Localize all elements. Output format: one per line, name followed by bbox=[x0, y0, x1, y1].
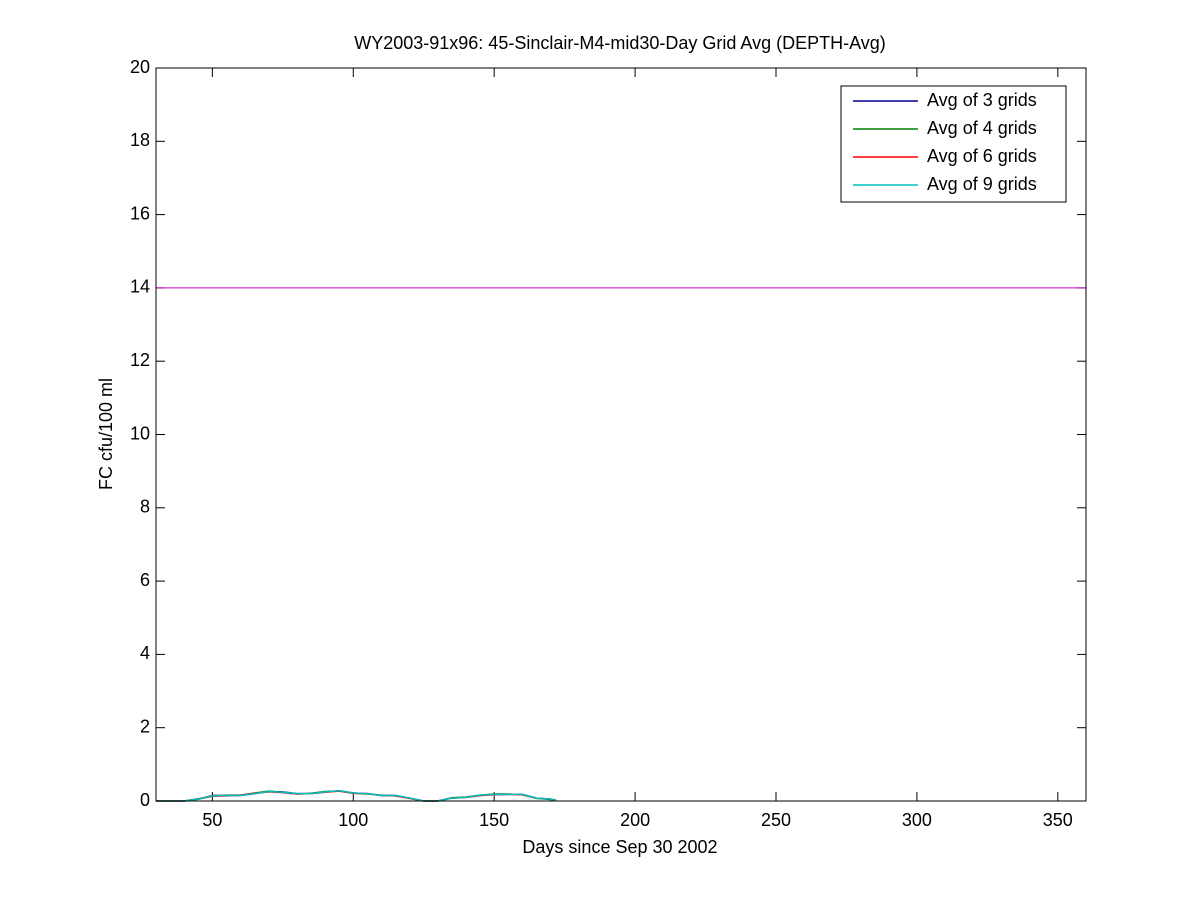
x-tick-label: 200 bbox=[620, 810, 650, 830]
series-line bbox=[156, 789, 557, 802]
legend-label: Avg of 6 grids bbox=[927, 146, 1037, 166]
y-tick-label: 16 bbox=[130, 203, 150, 223]
x-tick-label: 350 bbox=[1043, 810, 1073, 830]
y-tick-label: 8 bbox=[140, 497, 150, 517]
y-tick-label: 4 bbox=[140, 643, 150, 663]
x-tick-label: 100 bbox=[338, 810, 368, 830]
legend-label: Avg of 9 grids bbox=[927, 174, 1037, 194]
y-tick-label: 14 bbox=[130, 277, 150, 297]
legend-box bbox=[840, 85, 1067, 203]
x-tick-label: 50 bbox=[202, 810, 222, 830]
legend-label: Avg of 3 grids bbox=[927, 90, 1037, 110]
x-tick-label: 150 bbox=[479, 810, 509, 830]
chart-title: WY2003-91x96: 45-Sinclair-M4-mid30-Day G… bbox=[354, 33, 886, 53]
y-tick-label: 12 bbox=[130, 350, 150, 370]
y-tick-label: 6 bbox=[140, 570, 150, 590]
y-axis-label: FC cfu/100 ml bbox=[96, 378, 116, 490]
y-tick-label: 10 bbox=[130, 423, 150, 443]
y-tick-label: 0 bbox=[140, 790, 150, 810]
y-tick-label: 2 bbox=[140, 716, 150, 736]
y-tick-label: 20 bbox=[130, 57, 150, 77]
y-tick-label: 18 bbox=[130, 130, 150, 150]
x-tick-label: 300 bbox=[902, 810, 932, 830]
x-tick-label: 250 bbox=[761, 810, 791, 830]
legend-label: Avg of 4 grids bbox=[927, 118, 1037, 138]
axes-box bbox=[155, 67, 1087, 802]
x-axis-label: Days since Sep 30 2002 bbox=[522, 837, 717, 857]
